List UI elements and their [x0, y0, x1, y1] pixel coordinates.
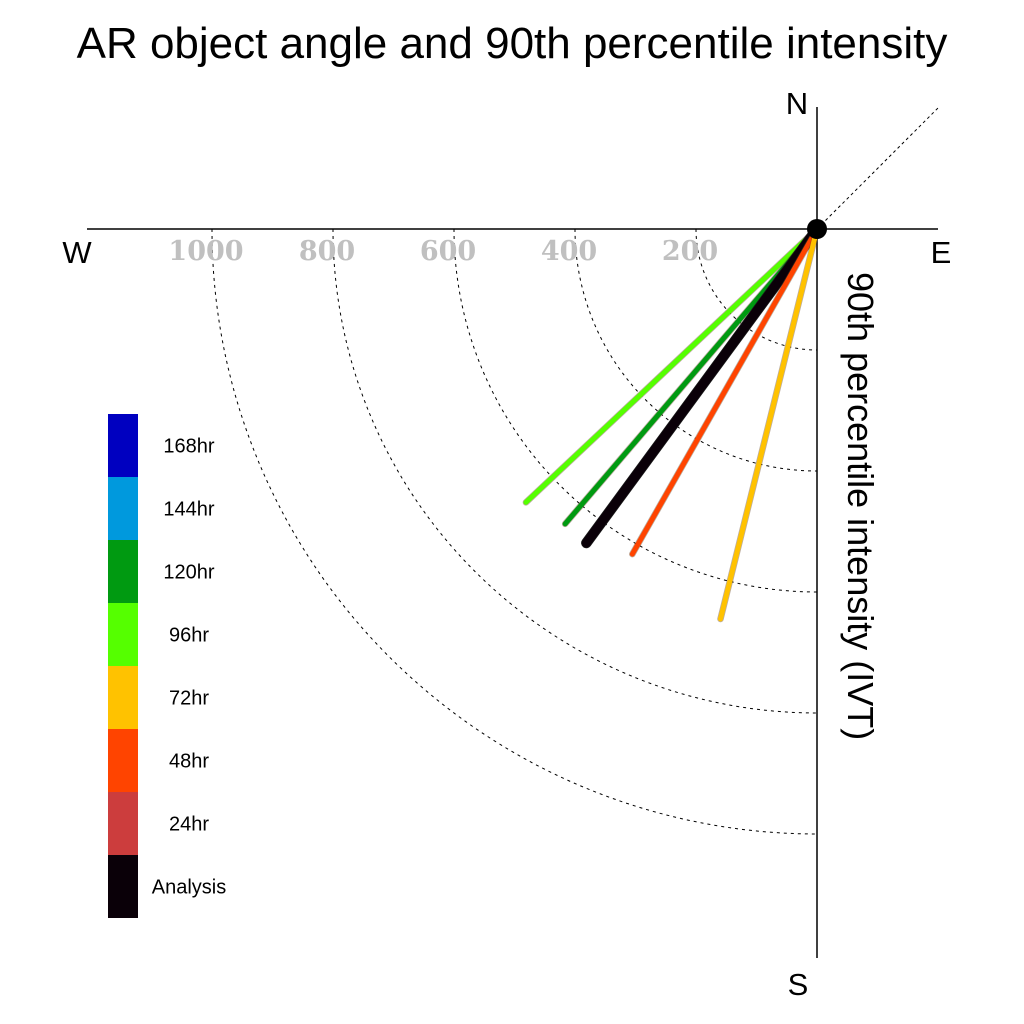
legend-label-24hr: 24hr: [169, 814, 209, 836]
legend: 168hr 144hr 120hr 96hr 72hr 48hr 24hr Analysis: [108, 414, 226, 918]
legend-swatch-analysis: [108, 855, 138, 918]
legend-label-72hr: 72hr: [169, 688, 209, 710]
grid-arc-400: [574, 228, 818, 472]
legend-label-144hr: 144hr: [163, 499, 214, 521]
series-line-analysis: [581, 224, 822, 548]
series-line-96hr: [523, 226, 820, 505]
tick-label-800: 800: [299, 236, 355, 267]
radial-tick-labels: 200 400 600 800 1000: [168, 236, 718, 267]
legend-label-168hr: 168hr: [163, 436, 214, 458]
series-line-48hr: [629, 226, 820, 557]
compass-south: S: [788, 967, 809, 1002]
grid-arc-1000: [211, 228, 818, 835]
grid: [211, 228, 818, 835]
tick-label-600: 600: [420, 236, 476, 267]
legend-swatch-144hr: [108, 477, 138, 540]
legend-swatch-168hr: [108, 414, 138, 477]
tick-label-400: 400: [541, 236, 597, 267]
grid-arc-800: [332, 228, 818, 714]
series-lines: [522, 223, 823, 623]
diagonal-guide: [816, 105, 941, 230]
series-line-72hr: [717, 226, 820, 622]
legend-label-48hr: 48hr: [169, 751, 209, 773]
legend-swatch-96hr: [108, 603, 138, 666]
legend-swatch-72hr: [108, 666, 138, 729]
origin-marker: [807, 219, 827, 239]
legend-swatch-48hr: [108, 729, 138, 792]
legend-label-analysis: Analysis: [152, 877, 226, 899]
legend-swatch-120hr: [108, 540, 138, 603]
grid-arc-600: [453, 228, 818, 593]
chart-title: AR object angle and 90th percentile inte…: [77, 19, 948, 68]
legend-label-96hr: 96hr: [169, 625, 209, 647]
legend-swatch-24hr: [108, 792, 138, 855]
legend-label-120hr: 120hr: [163, 562, 214, 584]
compass-east: E: [931, 235, 952, 270]
compass-west: W: [62, 235, 92, 270]
tick-label-200: 200: [662, 236, 718, 267]
tick-label-1000: 1000: [168, 236, 243, 267]
y-axis-label: 90th percentile intensity (IVT): [840, 272, 881, 740]
compass-north: N: [786, 86, 808, 121]
